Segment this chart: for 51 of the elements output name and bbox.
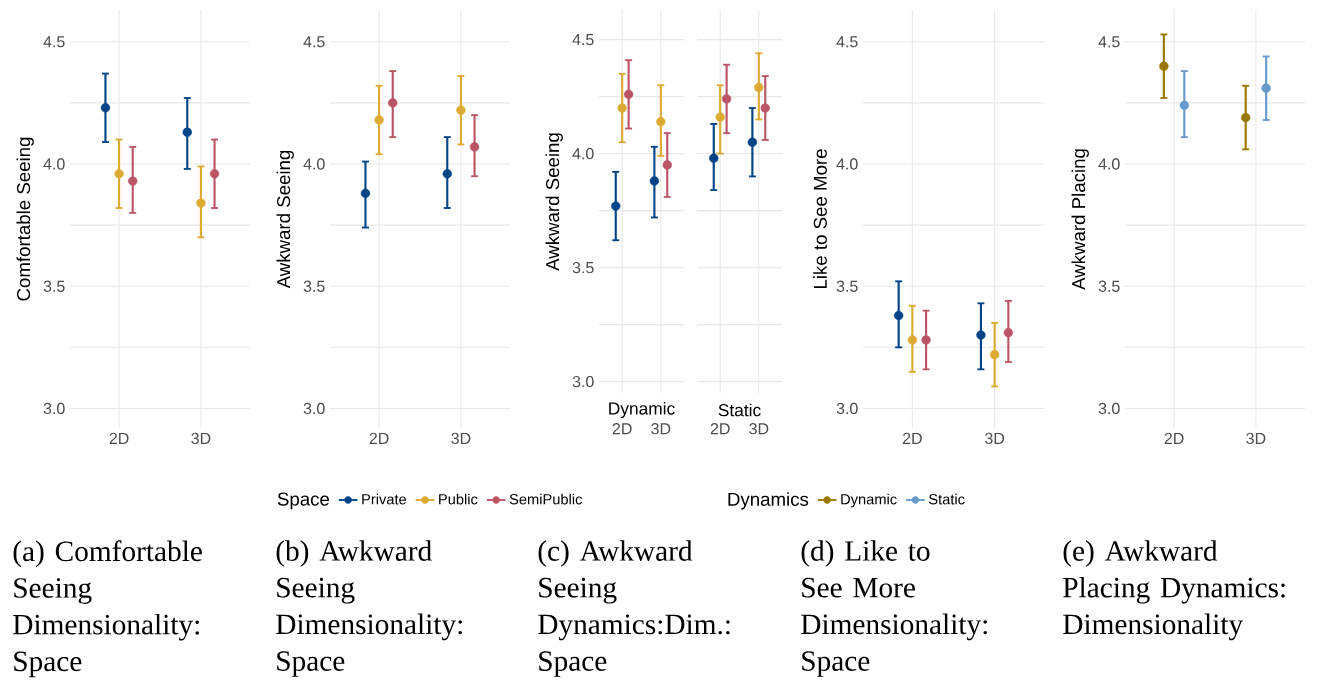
y-tick-label: 3.5 <box>836 280 858 292</box>
y-tick-label: 4.0 <box>572 147 594 160</box>
x-tick-label: 3D <box>451 432 471 445</box>
y-tick-label: 3.0 <box>303 402 325 415</box>
y-tick-label: 3.5 <box>1098 280 1120 292</box>
legend-label: Dynamic <box>841 493 897 508</box>
y-tick-label: 4.5 <box>303 36 325 48</box>
x-tick-label: 2D <box>1164 432 1184 444</box>
y-tick-label: 4.5 <box>572 34 594 46</box>
text: (d) Like to See More Dimensionality: Space <box>801 540 987 677</box>
text: (e) Awkward Placing Dynamics: Dimensionality <box>1063 540 1285 641</box>
y-tick-label: 3.0 <box>836 402 858 415</box>
y-tick-label: 4.5 <box>43 36 65 48</box>
x-tick-label: 2D <box>710 423 730 435</box>
text: (b) Awkward Seeing Dimensionality: Space <box>276 540 462 677</box>
x-tick-label: 2D <box>369 432 389 444</box>
y-axis-title: Like to See More <box>813 149 827 289</box>
legend-label: Public <box>439 493 478 505</box>
x-tick-label: 3D <box>1246 432 1266 445</box>
y-tick-label: 4.0 <box>1098 158 1120 170</box>
y-tick-label: 4.5 <box>836 36 858 48</box>
y-axis-title: Comfortable Seeing <box>16 137 34 301</box>
text: (a) Comfortable Seeing Dimensionality: Space <box>13 540 202 678</box>
y-axis-title: Awkward Placing <box>1071 149 1089 290</box>
legend-title: Dynamics <box>728 492 809 510</box>
y-axis-title: Awkward Seeing <box>545 133 563 271</box>
y-tick-label: 4.0 <box>836 158 858 170</box>
text: Dynamic <box>609 401 675 419</box>
y-tick-label: 3.0 <box>43 402 65 415</box>
legend-label: Private <box>362 493 407 505</box>
y-tick-label: 3.5 <box>572 261 594 274</box>
x-tick-label: 2D <box>109 432 129 444</box>
y-tick-label: 3.0 <box>572 375 594 388</box>
y-axis-title: Awkward Seeing <box>276 150 294 289</box>
x-tick-label: 2D <box>902 432 922 444</box>
y-tick-label: 4.5 <box>1098 36 1120 48</box>
x-tick-label: 3D <box>985 432 1005 445</box>
x-tick-label: 3D <box>191 432 211 445</box>
y-tick-label: 3.5 <box>43 280 65 292</box>
y-tick-label: 3.0 <box>1098 402 1120 415</box>
x-tick-label: 3D <box>749 423 769 435</box>
text: Static <box>718 403 761 417</box>
x-tick-label: 2D <box>612 423 632 435</box>
legend-label: Static <box>928 493 965 505</box>
text: (c) Awkward Seeing Dynamics:Dim.: Space <box>538 540 730 677</box>
y-tick-label: 4.0 <box>43 158 65 170</box>
y-tick-label: 4.0 <box>303 158 325 170</box>
legend-title: Space <box>277 492 330 510</box>
legend-label: SemiPublic <box>509 493 583 505</box>
y-tick-label: 3.5 <box>303 280 325 292</box>
x-tick-label: 3D <box>651 423 671 435</box>
